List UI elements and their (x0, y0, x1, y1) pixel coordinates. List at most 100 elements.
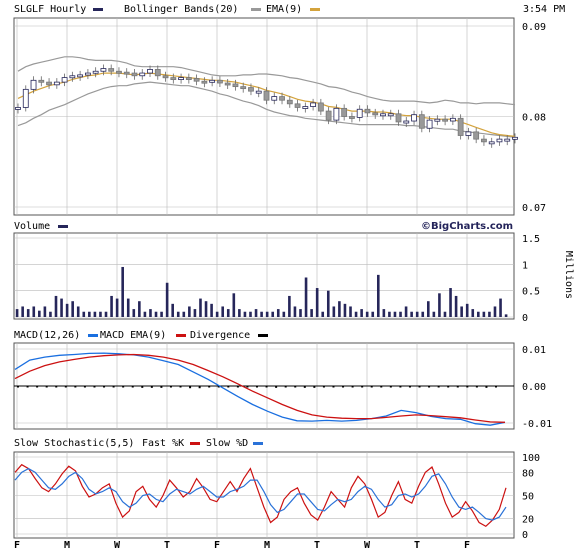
fast-k-legend-swatch (190, 442, 200, 445)
divergence-bar (227, 386, 230, 388)
price-bar (61, 77, 68, 83)
slow-d-line (14, 467, 507, 521)
volume-tick-label: 0 (522, 313, 528, 324)
price-bar (240, 86, 247, 90)
macd-label: MACD(12,26) (14, 330, 80, 341)
divergence-bar (284, 386, 287, 388)
volume-bar (32, 306, 36, 317)
divergence-bar (322, 386, 325, 388)
volume-bar (376, 274, 380, 317)
price-gridlines (14, 18, 514, 215)
volume-bar (249, 311, 252, 317)
macd-ema-label: MACD EMA(9) (100, 330, 166, 341)
volume-bar (465, 303, 469, 317)
x-tick-label: W (364, 540, 371, 551)
divergence-bar (399, 386, 402, 388)
divergence-bar (380, 386, 383, 388)
price-bar (481, 138, 487, 143)
volume-bar (43, 306, 47, 317)
divergence-bar (103, 386, 106, 388)
volume-bar (271, 311, 275, 317)
price-bar (310, 102, 316, 107)
divergence-bar (437, 386, 440, 388)
price-bar (46, 81, 52, 86)
divergence-bar (475, 386, 478, 388)
divergence-bar (45, 386, 48, 388)
price-bar (418, 114, 425, 129)
x-tick-label: F (214, 540, 220, 551)
slow-d-legend-swatch (253, 442, 263, 445)
price-bar (30, 79, 37, 90)
price-bar (154, 69, 161, 77)
volume-unit-label: Millions (563, 251, 574, 299)
macd-line (14, 352, 506, 426)
volume-bar (427, 301, 430, 317)
volume-bar (421, 311, 425, 317)
macd-ema-line (14, 353, 506, 423)
price-bar (294, 103, 301, 108)
volume-tick-label: 0.5 (522, 287, 540, 298)
volume-bar (71, 301, 74, 317)
price-bar (333, 107, 340, 121)
volume-bar (321, 311, 325, 317)
divergence-bar (55, 386, 58, 388)
volume-bar (226, 309, 230, 317)
divergence-bar (189, 386, 192, 389)
divergence-bar (418, 386, 421, 388)
divergence-bar (83, 386, 86, 388)
price-bar (15, 107, 21, 110)
ema-legend-swatch (310, 8, 320, 11)
divergence-bar (112, 386, 115, 388)
volume-bar (404, 306, 408, 317)
price-bar (178, 77, 184, 80)
price-bar (193, 78, 200, 82)
volume-bar (265, 311, 269, 317)
price-tick-label: 0.07 (522, 203, 546, 214)
divergence-bar (361, 386, 364, 388)
volume-bar (15, 309, 19, 317)
volume-bar (460, 306, 463, 317)
volume-bar (171, 303, 174, 317)
price-bar (325, 110, 332, 121)
price-bar (69, 75, 76, 79)
symbol-interval-label: SLGLF Hourly (14, 4, 86, 15)
stochastic-gridlines (14, 452, 514, 538)
volume-bar (293, 306, 297, 317)
divergence-bar (122, 386, 125, 388)
volume-bar (115, 298, 119, 317)
x-tick-label: T (164, 540, 170, 551)
volume-bar (299, 309, 302, 317)
volume-bar (182, 311, 186, 317)
divergence-bar (36, 386, 39, 388)
volume-bar (199, 298, 202, 317)
price-bar (131, 72, 138, 77)
volume-bar (343, 303, 347, 317)
time-label: 3:54 PM (523, 4, 565, 15)
divergence-bar (93, 386, 96, 388)
volume-bar (149, 309, 152, 317)
price-bars (15, 64, 518, 148)
x-tick-label: F (14, 540, 20, 551)
divergence-bar (64, 386, 67, 388)
divergence-bar (265, 386, 268, 388)
macd-tick-label: 0.00 (522, 382, 546, 393)
volume-bar (221, 306, 225, 317)
volume-bar (493, 306, 497, 317)
price-bar (92, 70, 99, 74)
volume-bar (176, 311, 180, 317)
divergence-bar (370, 386, 373, 388)
stochastic-tick-label: 80 (522, 468, 534, 479)
divergence-bar (294, 386, 297, 388)
volume-bar (499, 298, 502, 317)
price-bar (488, 141, 495, 145)
price-bar (380, 113, 386, 117)
divergence-bar (150, 386, 153, 388)
volume-bar (415, 311, 419, 317)
price-bar (286, 99, 293, 105)
divergence-bar (160, 386, 163, 388)
volume-legend-swatch (58, 225, 68, 228)
volume-bar (126, 298, 130, 317)
price-bar (372, 112, 379, 116)
volume-bar (110, 295, 113, 317)
price-bar (22, 88, 29, 108)
